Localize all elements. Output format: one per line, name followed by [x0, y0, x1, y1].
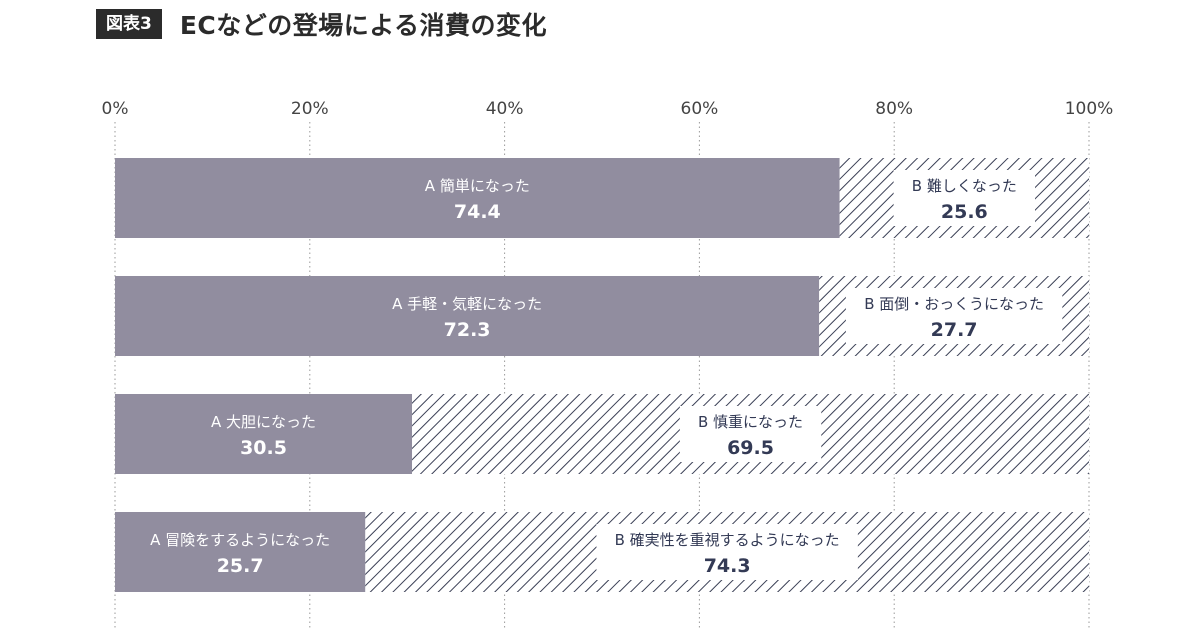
bar-value-b: 27.7 [931, 319, 978, 341]
bar-segment-a [115, 276, 820, 356]
bar-value-b: 69.5 [727, 437, 774, 459]
bar-label-box-b [679, 406, 822, 462]
bar-segment-a [115, 512, 366, 592]
x-tick-label: 60% [681, 99, 719, 119]
bar-label-a: A 大胆になった [211, 413, 316, 431]
x-tick-label: 20% [291, 99, 329, 119]
bar-segment-a [115, 394, 413, 474]
bar-label-a: A 簡単になった [425, 177, 530, 195]
figure-label: 図表3 [96, 9, 162, 39]
bar-value-a: 25.7 [217, 555, 264, 577]
bar-label-a: A 手軽・気軽になった [392, 295, 542, 313]
bar-segment-a [115, 158, 840, 238]
bar-label-b: B 難しくなった [912, 177, 1017, 195]
x-tick-label: 80% [875, 99, 913, 119]
x-tick-label: 100% [1065, 99, 1114, 119]
bar-value-a: 72.3 [444, 319, 491, 341]
bar-label-box-b [596, 524, 858, 580]
bar-value-b: 74.3 [704, 555, 751, 577]
bar-value-b: 25.6 [941, 201, 988, 223]
x-tick-label: 0% [102, 99, 129, 119]
chart-header: 図表3 ECなどの登場による消費の変化 [96, 6, 547, 42]
chart-title: ECなどの登場による消費の変化 [179, 11, 548, 40]
bar-label-b: B 慎重になった [698, 413, 803, 431]
bar-label-b: B 確実性を重視するようになった [615, 531, 840, 549]
bar-value-a: 30.5 [240, 437, 287, 459]
bar-label-a: A 冒険をするようになった [150, 531, 330, 549]
bar-value-a: 74.4 [454, 201, 501, 223]
x-tick-label: 40% [486, 99, 524, 119]
bar-label-box-b [893, 170, 1036, 226]
bar-label-b: B 面倒・おっくうになった [864, 295, 1044, 313]
bar-label-box-b [845, 288, 1063, 344]
